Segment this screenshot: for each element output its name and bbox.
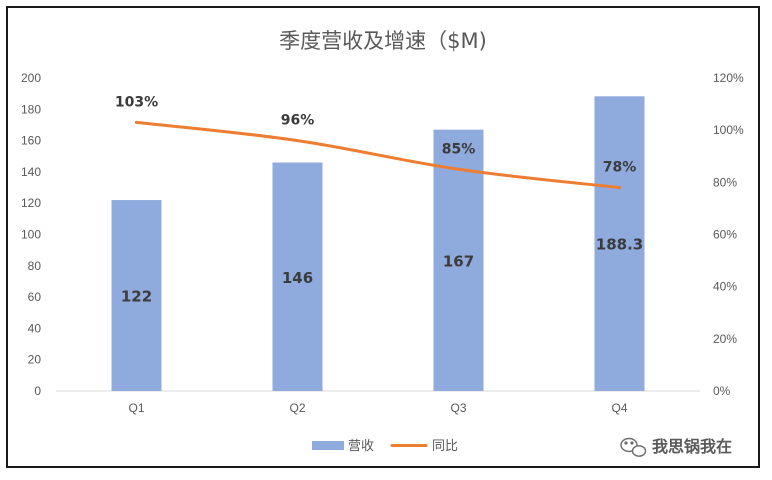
bar-q4 (594, 96, 645, 392)
y-right-tick-label: 60% (713, 228, 737, 242)
chart-title: 季度营收及增速（$M) (279, 29, 487, 53)
y-right-tick-label: 20% (713, 332, 737, 346)
yoy-value-label: 85% (442, 141, 476, 157)
y-left-tick-label: 180 (21, 102, 41, 116)
y-right-tick-label: 80% (713, 175, 737, 189)
legend-label-revenue: 营收 (348, 439, 374, 454)
line-series (135, 120, 621, 190)
y-left-tick-label: 60 (28, 290, 42, 304)
legend: 营收 同比 (312, 439, 458, 454)
y-left-tick-label: 200 (21, 71, 41, 85)
legend-swatch-revenue (312, 441, 344, 450)
bar-value-label: 167 (443, 252, 474, 270)
yoy-value-label: 96% (281, 113, 315, 129)
x-tick-label: Q3 (450, 401, 466, 415)
y-right-tick-label: 40% (713, 280, 737, 294)
wechat-icon (620, 437, 647, 457)
y-left-tick-label: 20 (28, 353, 42, 367)
bar-data-labels: 122 146 167 188.3 (121, 236, 643, 306)
legend-label-yoy: 同比 (432, 439, 458, 454)
watermark: 我思锅我在 (620, 437, 732, 457)
y-left-tick-label: 0 (34, 384, 41, 398)
yoy-point-q1 (135, 120, 138, 124)
bar-series (111, 96, 645, 392)
y-left-tick-label: 120 (21, 196, 41, 210)
x-tick-label: Q1 (128, 401, 144, 415)
bar-q1 (111, 200, 162, 391)
y-left-tick-label: 140 (21, 165, 41, 179)
yoy-point-q3 (457, 167, 460, 171)
x-tick-label: Q2 (289, 401, 305, 415)
bar-value-label: 188.3 (596, 236, 643, 254)
x-axis: Q1 Q2 Q3 Q4 (128, 401, 627, 415)
bar-q2 (272, 162, 323, 391)
yoy-point-q2 (296, 139, 299, 143)
yoy-line (135, 120, 621, 190)
y-left-tick-label: 160 (21, 134, 41, 148)
watermark-text: 我思锅我在 (652, 437, 732, 456)
yoy-value-label: 103% (115, 94, 158, 110)
y-axis-left: 0 20 40 60 80 100 120 140 160 180 200 (21, 71, 41, 398)
bar-q3 (433, 129, 484, 391)
x-tick-label: Q4 (611, 401, 627, 415)
y-right-tick-label: 100% (713, 123, 744, 137)
y-right-tick-label: 120% (713, 71, 744, 85)
bar-value-label: 122 (121, 288, 152, 306)
y-left-tick-label: 80 (28, 259, 42, 273)
yoy-point-q4 (618, 186, 621, 190)
bar-value-label: 146 (282, 269, 313, 287)
yoy-value-label: 78% (603, 160, 637, 176)
line-data-labels: 103% 96% 85% 78% (115, 94, 636, 175)
y-right-tick-label: 0% (713, 384, 731, 398)
y-left-tick-label: 40 (28, 321, 42, 335)
y-axis-right: 0% 20% 40% 60% 80% 100% 120% (713, 71, 744, 398)
y-left-tick-label: 100 (21, 228, 41, 242)
